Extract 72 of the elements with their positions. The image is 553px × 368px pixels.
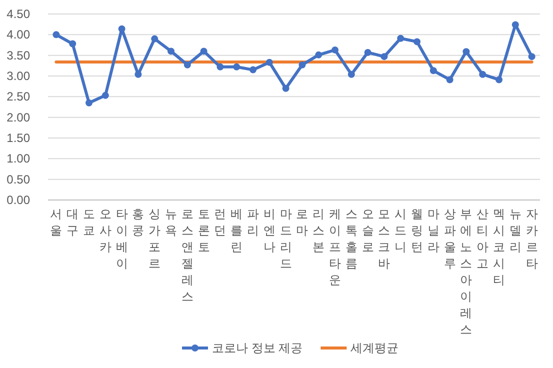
x-tick-label: 오슬로: [362, 207, 374, 254]
x-tick-label: 파리: [247, 207, 259, 238]
x-tick-label: 부에노스아이레스: [460, 207, 472, 336]
y-tick-label: 2.00: [6, 110, 30, 124]
x-tick-label: 비엔나: [263, 207, 276, 254]
x-tick-label: 대구: [66, 207, 79, 238]
y-tick-label: 0.00: [6, 193, 30, 207]
point: [446, 76, 454, 84]
point: [414, 38, 420, 46]
point: [52, 31, 60, 38]
point: [479, 70, 486, 78]
x-tick-label: 상파울루: [444, 207, 456, 270]
x-tick-label: 마드리드: [280, 207, 292, 270]
x-tick-label: 로마: [296, 207, 308, 238]
point: [184, 61, 191, 68]
legend-label: 코로나 정보 제공: [212, 341, 303, 355]
point: [332, 46, 338, 54]
point: [69, 40, 76, 48]
x-tick-label: 산티아고: [476, 207, 489, 270]
point: [233, 63, 240, 70]
x-tick-label: 웰링턴: [411, 207, 423, 254]
point: [496, 76, 502, 84]
point: [528, 53, 536, 60]
point: [397, 34, 404, 42]
point: [462, 48, 470, 56]
y-tick-label: 3.00: [6, 69, 30, 83]
x-tick-label: 시드니: [394, 207, 407, 254]
point: [216, 63, 224, 70]
x-tick-label: 오사카: [99, 207, 112, 254]
y-tick-label: 1.50: [6, 131, 30, 145]
point: [380, 53, 388, 60]
point: [348, 70, 355, 78]
x-tick-label: 베를린: [230, 207, 243, 254]
point: [168, 48, 174, 55]
x-tick-label: 뉴욕: [165, 207, 177, 238]
point: [298, 61, 306, 68]
point: [364, 48, 372, 56]
x-tick-label: 멕시코시티: [493, 207, 505, 287]
x-tick-label: 모스크바: [378, 207, 390, 270]
point: [430, 67, 437, 74]
x-tick-label: 마닐라: [427, 207, 440, 254]
x-tick-label: 뉴델리: [509, 207, 522, 254]
point: [86, 99, 92, 106]
point: [134, 70, 142, 78]
point: [512, 21, 519, 28]
x-tick-label: 로스앤젤레스: [181, 207, 194, 304]
point: [102, 92, 109, 99]
x-tick-label: 서울: [50, 207, 62, 238]
x-tick-label: 싱가포르: [148, 207, 161, 270]
point: [118, 25, 126, 32]
y-tick-label: 1.00: [6, 152, 30, 166]
y-tick-label: 4.50: [6, 7, 30, 21]
x-tick-label: 도쿄: [83, 207, 95, 238]
x-tick-label: 타이베이: [116, 207, 128, 270]
y-tick-label: 3.50: [6, 48, 30, 62]
point: [266, 58, 273, 66]
x-tick-label: 홍콩: [132, 207, 144, 238]
y-tick-label: 4.00: [6, 28, 30, 42]
point: [151, 35, 158, 42]
x-tick-label: 자카르타: [526, 207, 538, 270]
y-tick-label: 0.50: [6, 172, 30, 186]
x-tick-label: 스톡홀름: [345, 207, 358, 270]
point: [282, 84, 290, 92]
point: [315, 51, 322, 58]
y-tick-label: 2.50: [6, 90, 30, 104]
x-tick-label: 런던: [214, 207, 226, 238]
point: [200, 48, 208, 55]
x-tick-label: 토론토: [198, 207, 210, 254]
x-tick-label: 케이프타운: [329, 207, 341, 287]
legend-label: 세계평균: [350, 341, 399, 355]
point: [250, 66, 256, 74]
x-tick-label: 리스본: [312, 207, 325, 254]
